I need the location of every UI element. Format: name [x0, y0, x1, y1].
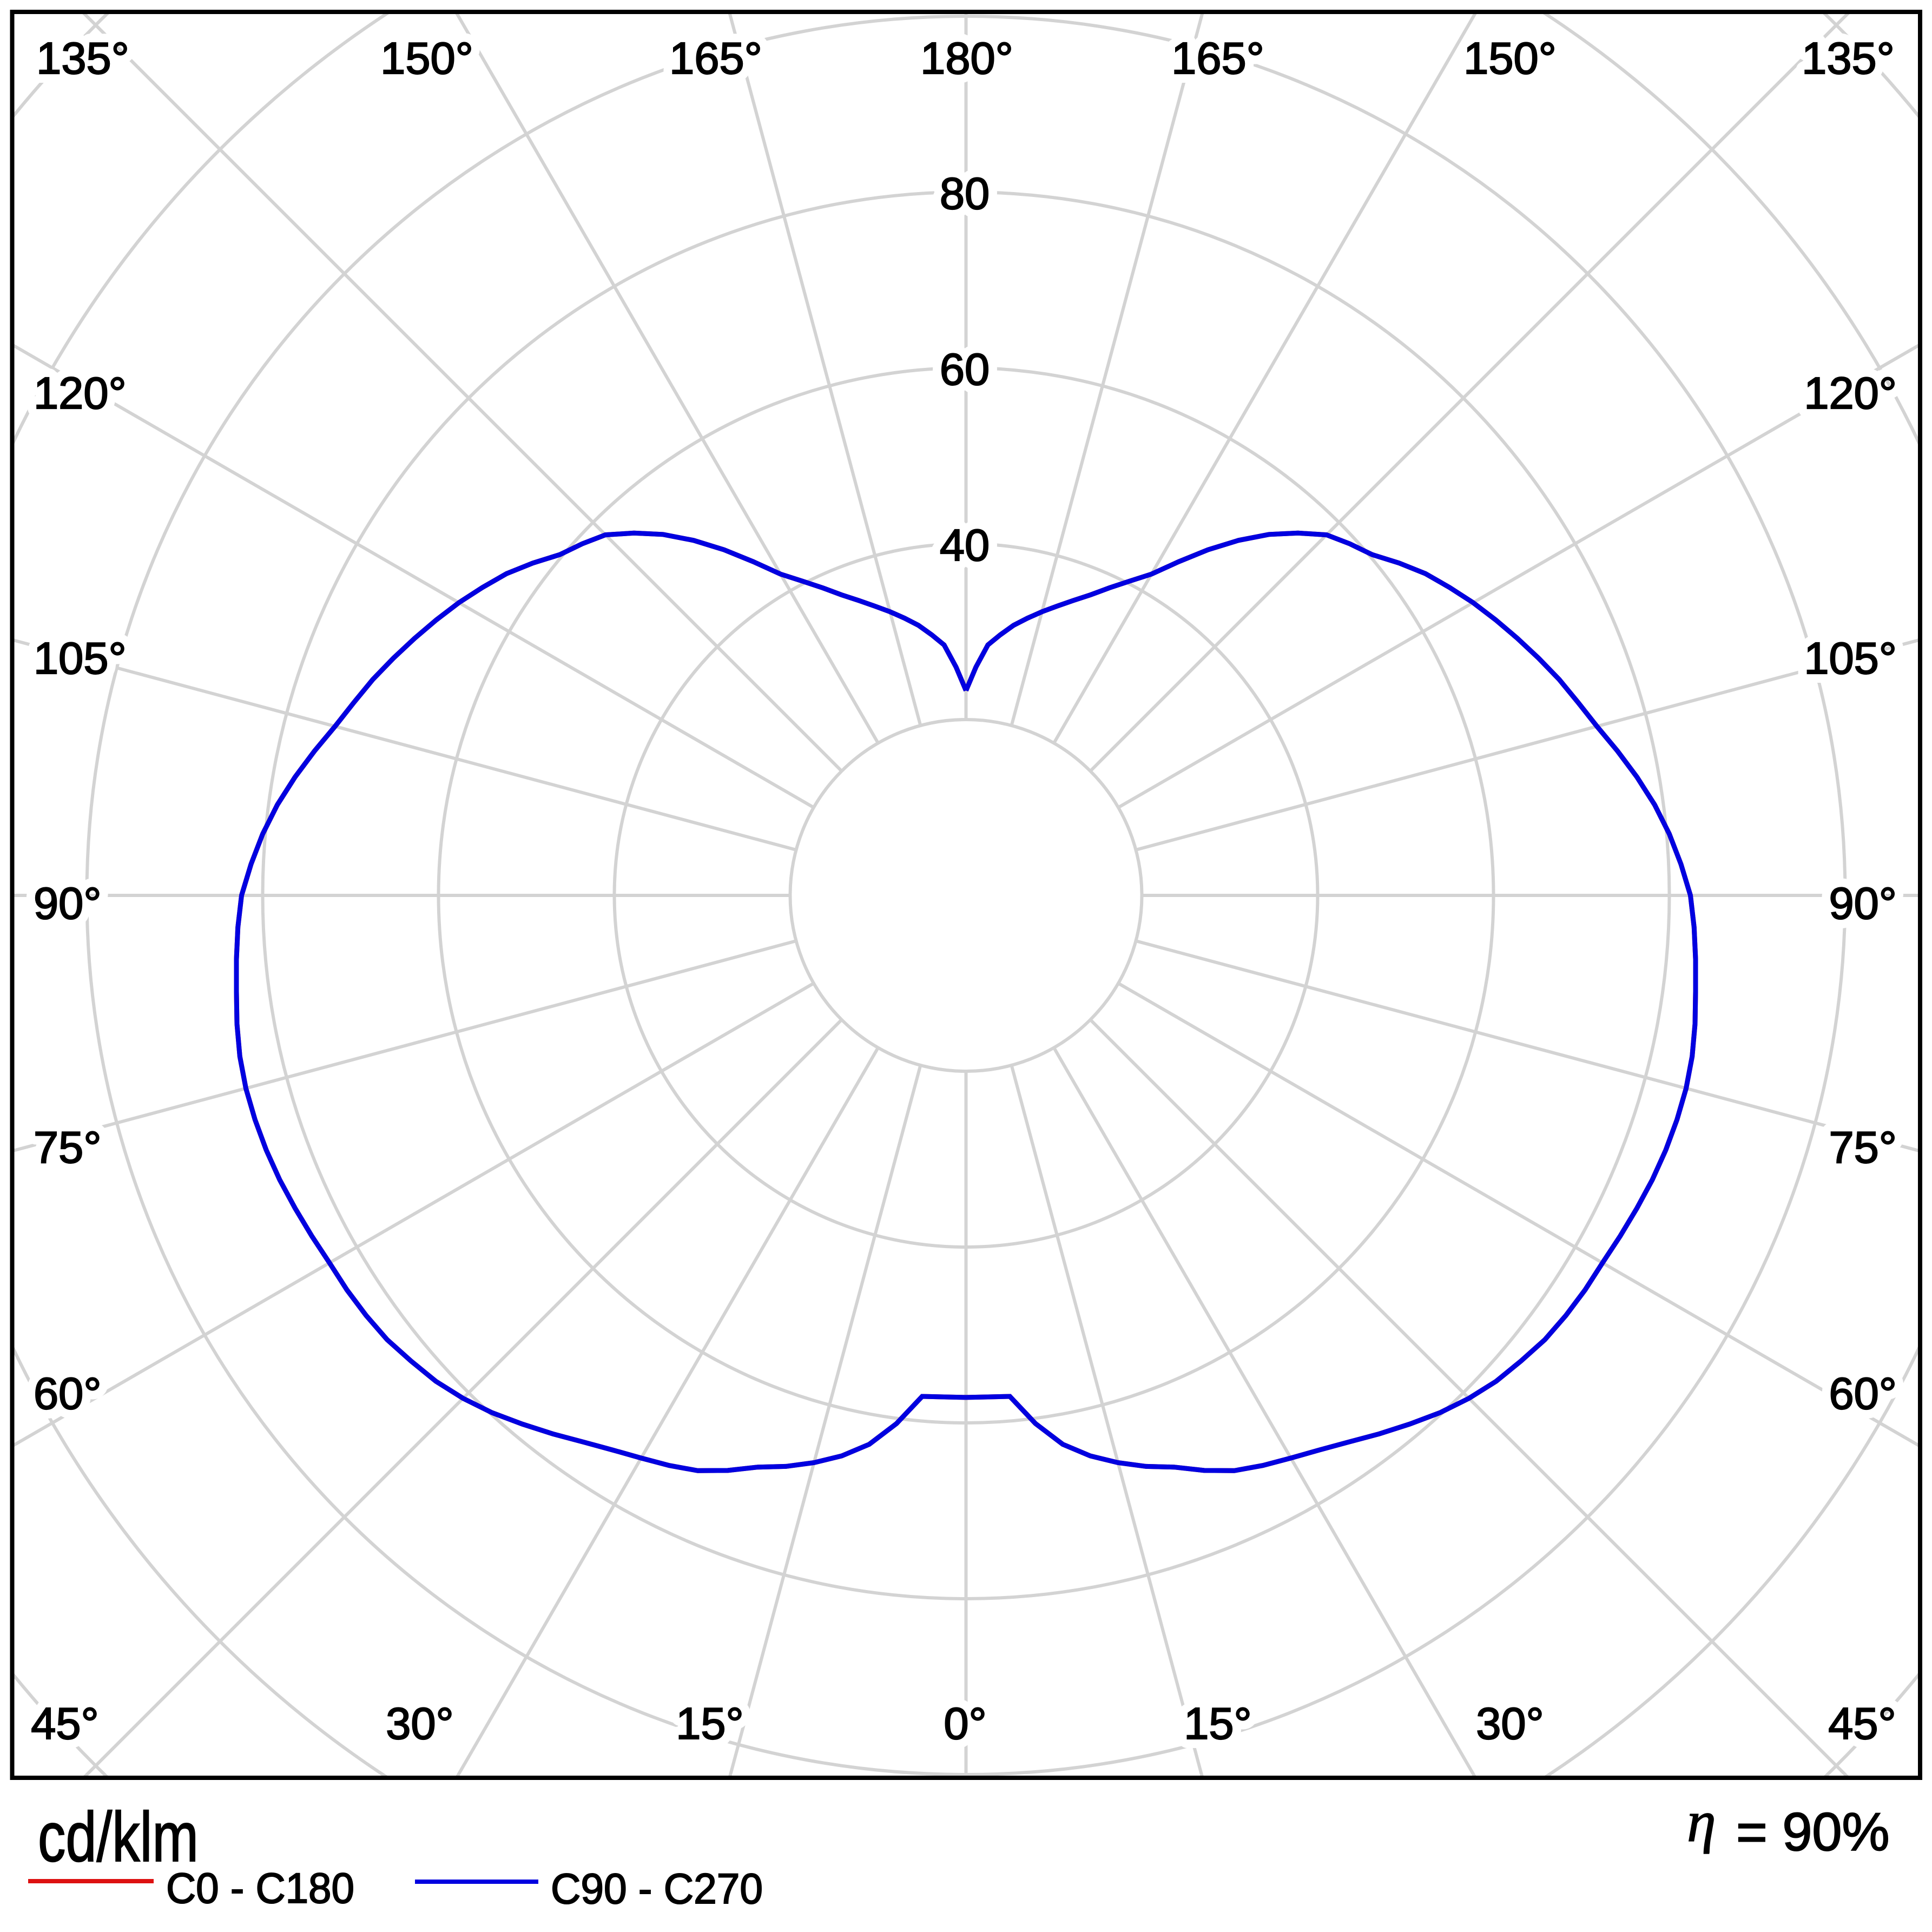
svg-text:15°: 15°	[676, 1698, 744, 1749]
svg-text:180°: 180°	[920, 33, 1013, 83]
svg-text:165°: 165°	[1171, 33, 1264, 83]
svg-text:105°: 105°	[34, 633, 127, 683]
svg-text:150°: 150°	[380, 33, 473, 83]
svg-text:0°: 0°	[944, 1698, 986, 1749]
svg-text:75°: 75°	[34, 1122, 102, 1172]
svg-text:75°: 75°	[34, 1122, 102, 1172]
svg-text:80: 80	[940, 168, 990, 219]
svg-text:= 90%: = 90%	[1736, 1802, 1889, 1862]
svg-text:30°: 30°	[1476, 1698, 1544, 1749]
svg-text:150°: 150°	[1463, 33, 1557, 83]
svg-text:120°: 120°	[1804, 368, 1897, 418]
svg-text:0°: 0°	[944, 1698, 986, 1749]
svg-text:165°: 165°	[669, 33, 762, 83]
svg-text:120°: 120°	[34, 368, 127, 418]
svg-text:60°: 60°	[1829, 1368, 1897, 1419]
svg-text:150°: 150°	[1463, 33, 1557, 83]
svg-text:30°: 30°	[386, 1698, 454, 1749]
svg-text:90°: 90°	[1829, 878, 1897, 928]
svg-text:30°: 30°	[1476, 1698, 1544, 1749]
svg-text:120°: 120°	[34, 368, 127, 418]
svg-text:135°: 135°	[1802, 33, 1895, 83]
svg-text:15°: 15°	[1184, 1698, 1252, 1749]
svg-text:75°: 75°	[1829, 1122, 1897, 1172]
svg-text:135°: 135°	[1802, 33, 1895, 83]
svg-text:C0 - C180: C0 - C180	[166, 1864, 354, 1912]
svg-text:105°: 105°	[1804, 633, 1897, 683]
svg-text:180°: 180°	[920, 33, 1013, 83]
svg-text:η: η	[1687, 1790, 1716, 1854]
svg-text:45°: 45°	[31, 1698, 99, 1749]
svg-text:90°: 90°	[34, 878, 102, 928]
svg-text:75°: 75°	[1829, 1122, 1897, 1172]
svg-text:80: 80	[940, 168, 990, 219]
svg-text:45°: 45°	[1828, 1698, 1896, 1749]
svg-text:40: 40	[940, 520, 990, 570]
svg-text:cd/klm: cd/klm	[38, 1797, 199, 1876]
svg-text:135°: 135°	[36, 33, 129, 83]
svg-text:15°: 15°	[1184, 1698, 1252, 1749]
svg-text:C90 - C270: C90 - C270	[551, 1864, 763, 1913]
svg-text:165°: 165°	[1171, 33, 1264, 83]
svg-text:90°: 90°	[1829, 878, 1897, 928]
svg-text:40: 40	[940, 520, 990, 570]
svg-text:165°: 165°	[669, 33, 762, 83]
svg-text:105°: 105°	[34, 633, 127, 683]
svg-text:60°: 60°	[1829, 1368, 1897, 1419]
svg-text:135°: 135°	[36, 33, 129, 83]
svg-text:90°: 90°	[34, 878, 102, 928]
svg-text:15°: 15°	[676, 1698, 744, 1749]
svg-text:150°: 150°	[380, 33, 473, 83]
svg-text:120°: 120°	[1804, 368, 1897, 418]
svg-text:30°: 30°	[386, 1698, 454, 1749]
svg-text:45°: 45°	[31, 1698, 99, 1749]
svg-text:60: 60	[940, 344, 990, 394]
svg-text:105°: 105°	[1804, 633, 1897, 683]
svg-text:60°: 60°	[34, 1368, 102, 1419]
svg-text:45°: 45°	[1828, 1698, 1896, 1749]
svg-text:60: 60	[940, 344, 990, 394]
svg-text:60°: 60°	[34, 1368, 102, 1419]
